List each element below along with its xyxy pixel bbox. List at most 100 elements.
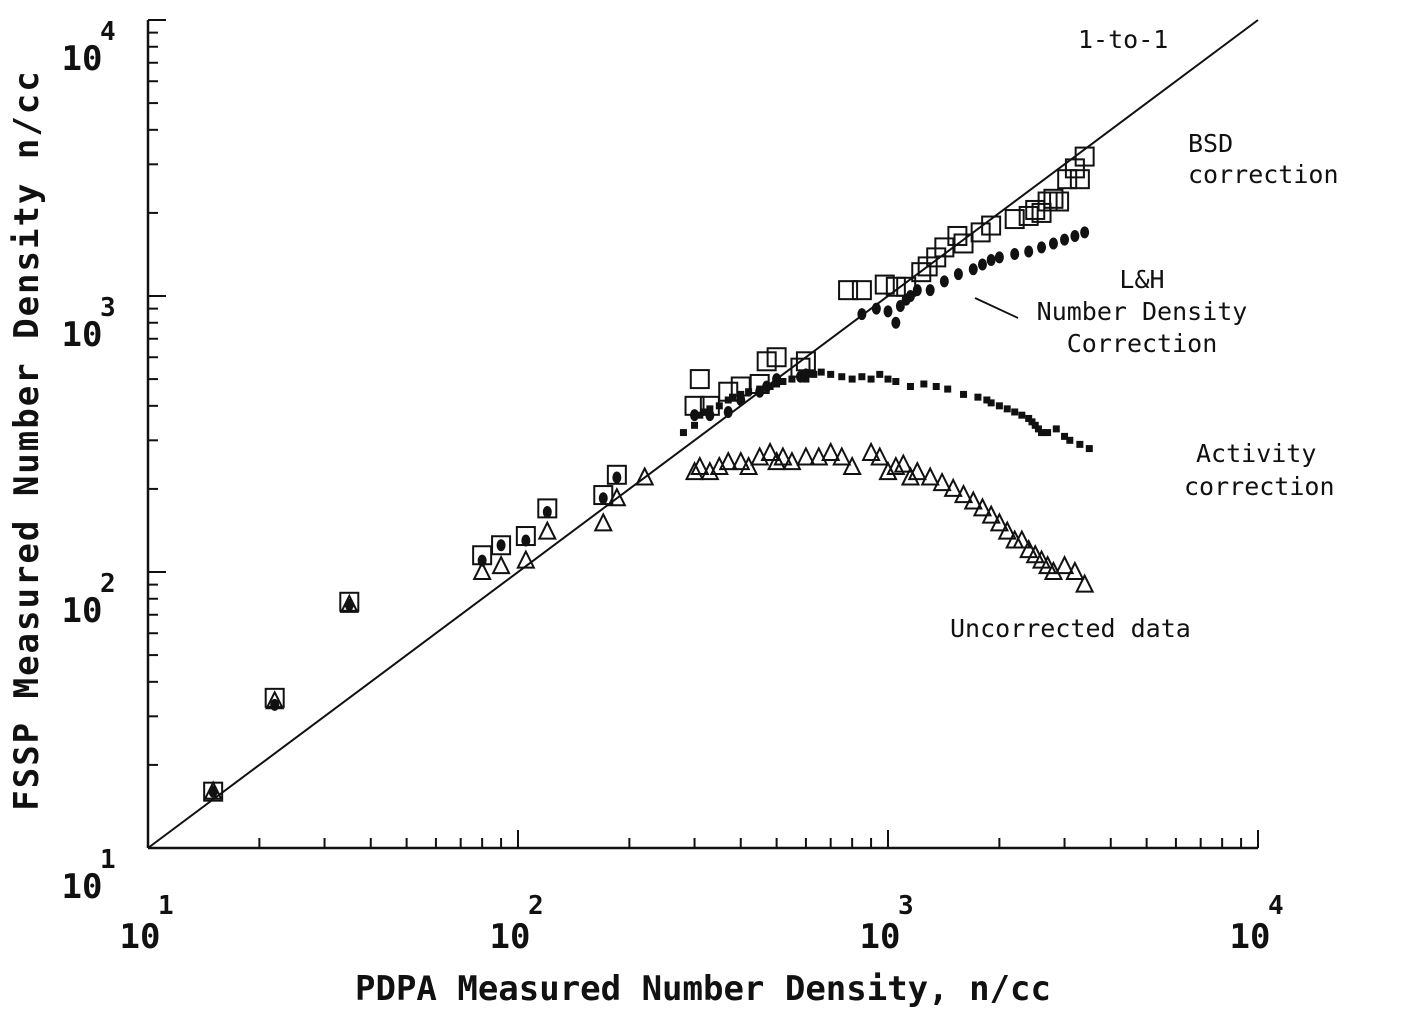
data-point [1038, 429, 1046, 437]
data-point [701, 408, 709, 416]
y-tick-label: 10 [62, 591, 103, 631]
data-point [1012, 529, 1032, 549]
data-point [900, 466, 921, 486]
data-point [767, 450, 787, 471]
data-point [802, 375, 810, 383]
series-square [203, 146, 1095, 802]
y-tick-label-exponent: 4 [100, 17, 116, 47]
data-point [1034, 425, 1042, 433]
data-point [1003, 405, 1011, 413]
data-point [729, 393, 737, 401]
data-point [968, 263, 978, 276]
lh-leader-line [974, 297, 1019, 319]
data-point [738, 455, 759, 476]
x-tick-label: 10 [120, 917, 161, 957]
data-point [858, 373, 866, 381]
data-point [809, 446, 829, 466]
data-point [1080, 226, 1090, 239]
data-point [892, 378, 900, 386]
data-point [606, 464, 627, 485]
data-point [972, 497, 993, 517]
data-point [684, 460, 705, 481]
data-point [1060, 233, 1070, 246]
data-point [848, 375, 856, 383]
data-point [953, 233, 974, 254]
data-point [339, 593, 359, 613]
minor-ticks [147, 19, 1259, 849]
x-tick-label: 10 [1230, 917, 1271, 957]
series-triangle [203, 441, 1095, 800]
data-point [745, 388, 753, 396]
data-point [960, 390, 968, 398]
data-point [920, 380, 928, 388]
data-point [796, 446, 816, 466]
data-point [905, 290, 915, 302]
data-point [867, 375, 875, 383]
data-point [756, 385, 764, 393]
data-point [838, 280, 859, 301]
data-point [981, 504, 1001, 524]
data-point [821, 441, 841, 461]
data-point [1061, 432, 1069, 440]
data-point [953, 268, 963, 281]
data-point [760, 441, 780, 461]
data-point [932, 383, 940, 391]
annotation-activity: Activity [1196, 439, 1316, 468]
data-point [886, 455, 906, 476]
data-point [1085, 445, 1093, 453]
data-point [891, 316, 901, 329]
data-point [766, 383, 774, 391]
data-point [893, 453, 913, 473]
data-point [706, 405, 714, 413]
data-point [689, 369, 710, 390]
data-point [885, 276, 906, 297]
data-point [1057, 169, 1078, 190]
data-point [1031, 202, 1052, 223]
data-point [983, 396, 991, 404]
data-point [1052, 425, 1060, 433]
data-point [737, 390, 745, 398]
data-point [944, 385, 952, 393]
data-series [203, 146, 1095, 802]
series-small-square [679, 368, 1093, 453]
data-point [690, 455, 710, 476]
data-point [265, 690, 285, 710]
data-point [1054, 554, 1075, 575]
data-point [521, 534, 531, 547]
data-point [832, 446, 852, 466]
data-point [932, 471, 952, 492]
data-point [612, 471, 622, 484]
y-tick-label-exponent: 2 [100, 569, 116, 599]
data-point [477, 554, 487, 567]
data-point [607, 487, 627, 507]
data-point [537, 520, 557, 540]
data-point [884, 375, 892, 383]
data-point [1037, 191, 1058, 212]
data-point [974, 393, 982, 401]
x-axis-title: PDPA Measured Number Density, n/cc [355, 969, 1051, 1009]
data-point [724, 396, 732, 404]
data-point [782, 450, 802, 471]
series-filled-circle [208, 226, 1090, 798]
data-point [1004, 209, 1025, 230]
data-point [773, 446, 793, 466]
data-point [1074, 146, 1095, 167]
data-point [635, 466, 655, 486]
one-to-one-line [147, 19, 1259, 849]
annotation-uncorrected: Uncorrected data [950, 614, 1191, 643]
data-point [870, 446, 890, 466]
data-point [989, 512, 1009, 532]
y-tick-label: 10 [62, 867, 103, 907]
data-point [1044, 429, 1052, 437]
data-point [696, 411, 704, 419]
data-point [810, 370, 818, 378]
data-point [878, 460, 898, 481]
data-point [598, 492, 608, 505]
data-point [861, 441, 881, 461]
data-point [516, 549, 536, 569]
x-tick-label-exponent: 3 [898, 891, 914, 921]
x-tick-label-exponent: 4 [1268, 891, 1284, 921]
